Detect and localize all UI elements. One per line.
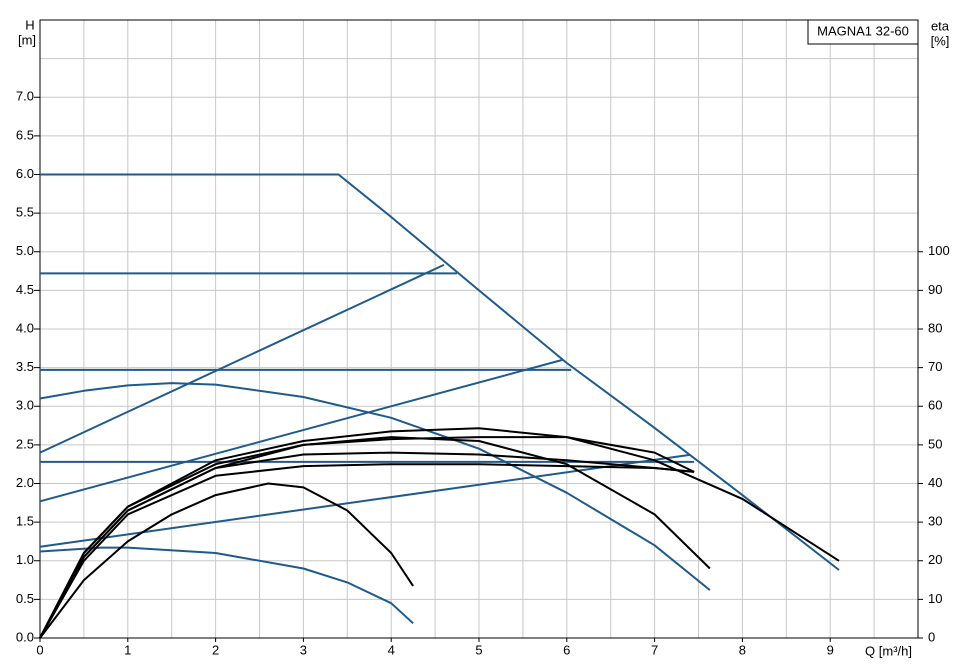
curve [39, 546, 414, 625]
y2-tick-label: 30 [928, 514, 942, 529]
y-tick-label: 0.5 [16, 591, 34, 606]
y-tick-label: 3.5 [16, 359, 34, 374]
x-tick-label: 0 [36, 642, 43, 657]
x-axis-label: Q [m³/h] [865, 643, 912, 658]
y2-tick-label: 10 [928, 591, 942, 606]
x-tick-label: 6 [563, 642, 570, 657]
y-tick-label: 0.0 [16, 629, 34, 644]
y2-tick-label: 40 [928, 475, 942, 490]
y2-tick-label: 80 [928, 320, 942, 335]
y-tick-label: 6.0 [16, 166, 34, 181]
y-tick-label: 2.5 [16, 436, 34, 451]
x-tick-label: 2 [212, 642, 219, 657]
curve [39, 263, 445, 454]
y2-tick-label: 60 [928, 398, 942, 413]
y-tick-label: 1.0 [16, 552, 34, 567]
y-axis-label: H [25, 17, 34, 32]
curve [39, 436, 695, 639]
curve [39, 453, 690, 548]
curve [39, 382, 711, 591]
y2-tick-label: 100 [928, 243, 950, 258]
y-tick-label: 7.0 [16, 89, 34, 104]
plot-frame [39, 19, 919, 639]
x-tick-label: 5 [475, 642, 482, 657]
y2-tick-label: 90 [928, 282, 942, 297]
curve [39, 482, 414, 639]
curve [39, 358, 563, 503]
y-tick-label: 6.5 [16, 127, 34, 142]
title-box [807, 19, 919, 45]
y-tick-label: 3.0 [16, 398, 34, 413]
y2-tick-label: 0 [928, 629, 935, 644]
curve [39, 463, 695, 639]
curve [40, 173, 840, 571]
x-tick-label: 8 [739, 642, 746, 657]
curve [39, 427, 840, 639]
y-axis-unit: [m] [18, 32, 36, 47]
y-tick-label: 4.0 [16, 320, 34, 335]
x-tick-label: 7 [651, 642, 658, 657]
y-tick-label: 5.5 [16, 205, 34, 220]
y-tick-label: 4.5 [16, 282, 34, 297]
y2-tick-label: 70 [928, 359, 942, 374]
chart-title: MAGNA1 32-60 [817, 23, 909, 38]
y2-axis-unit: [%] [931, 33, 950, 48]
y2-tick-label: 50 [928, 436, 942, 451]
y-tick-label: 5.0 [16, 243, 34, 258]
x-tick-label: 1 [124, 642, 131, 657]
x-tick-label: 4 [388, 642, 395, 657]
y-tick-label: 2.0 [16, 475, 34, 490]
curve [39, 451, 695, 639]
y2-axis-label: eta [931, 18, 950, 33]
x-tick-label: 9 [827, 642, 834, 657]
y-tick-label: 1.5 [16, 514, 34, 529]
x-tick-label: 3 [300, 642, 307, 657]
y2-tick-label: 20 [928, 552, 942, 567]
